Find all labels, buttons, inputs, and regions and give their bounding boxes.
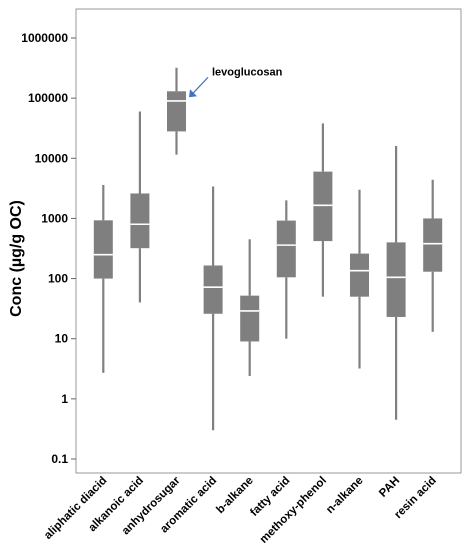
x-tick-label: methoxy-phenol [258,475,329,546]
box-iqr [240,295,260,342]
x-tick-label: aliphatic diacid [42,475,109,542]
box-fatty-acid [276,200,296,339]
box-aromatic-acid [203,186,223,431]
box-iqr [423,218,443,272]
box-resin-acid [423,179,443,332]
boxes [93,67,443,431]
plot-frame [75,8,462,474]
x-tick-label: n-alkane [324,475,365,516]
box-iqr [276,220,296,278]
box-anhydrosugar [167,67,186,155]
box-pah [386,146,406,420]
y-axis-label: Conc (µg/g OC) [8,200,25,317]
y-tick-label: 1 [61,392,68,406]
annotation-arrow [191,76,209,95]
box-n-alkane [350,189,369,369]
y-tick-label: 100 [48,272,68,286]
x-tick-label: PAH [377,475,402,500]
y-tick-label: 10 [55,332,69,346]
annotation: levoglucosan [189,66,283,98]
box-iqr [93,220,113,279]
box-methoxy-phenol [313,123,333,297]
annotation-label: levoglucosan [212,66,283,78]
box-iqr [203,265,223,314]
annotation-arrowhead [189,89,197,98]
box-iqr [386,242,406,317]
box-iqr [167,91,186,132]
y-tick-label: 100000 [28,91,68,105]
box-iqr [350,253,369,297]
y-tick-label: 1000000 [21,31,68,45]
y-tick-label: 1000 [41,211,68,225]
box-b-alkane [240,239,260,376]
box-iqr [130,193,150,249]
y-axis-ticks: 0.1 1 10 100 1000 10000 100000 1000000 [21,31,76,466]
box-iqr [313,171,333,242]
y-tick-label: 10000 [35,151,69,165]
box-aliphatic-diacid [93,184,113,373]
y-tick-label: 0.1 [51,452,68,466]
box-alkanoic-acid [130,111,150,303]
